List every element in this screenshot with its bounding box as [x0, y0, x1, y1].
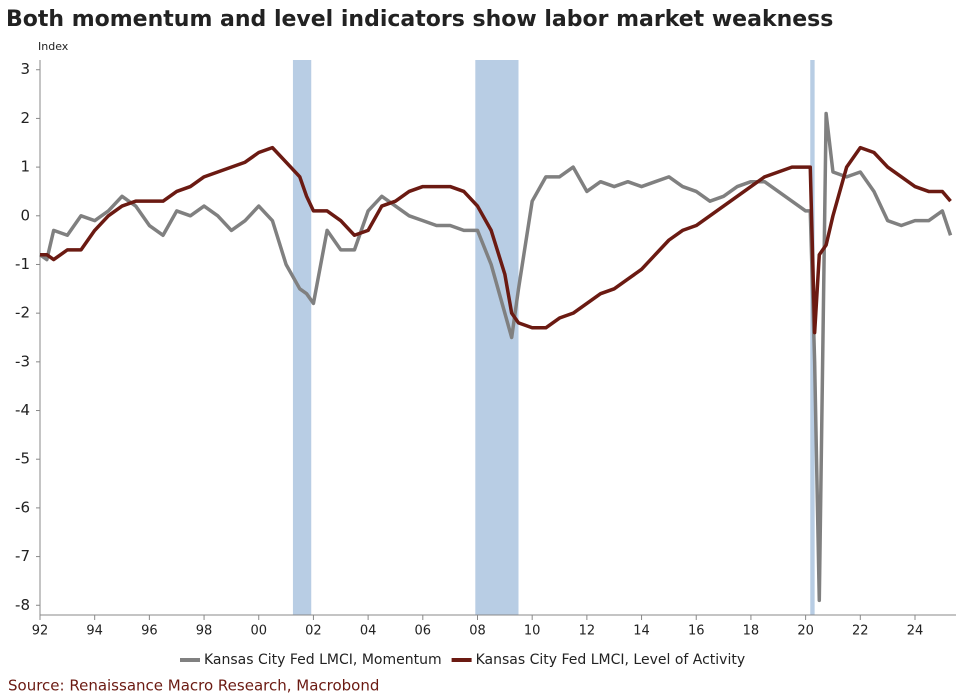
x-tick-label: 04 [360, 624, 377, 639]
legend-label: Kansas City Fed LMCI, Momentum [204, 652, 442, 668]
y-tick-label: 0 [20, 206, 30, 224]
y-tick-label: -7 [15, 547, 30, 565]
x-tick-label: 02 [305, 624, 322, 639]
x-tick-label: 98 [196, 624, 213, 639]
y-tick-label: 1 [20, 158, 30, 176]
x-tick-label: 00 [250, 624, 267, 639]
y-tick-label: -3 [15, 352, 30, 370]
chart-title: Both momentum and level indicators show … [6, 7, 833, 32]
y-tick-label: -6 [15, 498, 30, 516]
x-tick-label: 22 [852, 624, 869, 639]
x-tick-label: 10 [524, 624, 541, 639]
legend-label: Kansas City Fed LMCI, Level of Activity [476, 652, 746, 668]
y-tick-label: -2 [15, 304, 30, 322]
y-tick-label: 2 [20, 109, 30, 127]
x-tick-label: 06 [415, 624, 432, 639]
x-tick-label: 94 [86, 624, 103, 639]
y-tick-label: -8 [15, 596, 30, 614]
x-tick-label: 18 [743, 624, 760, 639]
y-tick-label: -4 [15, 401, 30, 419]
x-tick-label: 14 [633, 624, 650, 639]
x-tick-label: 12 [579, 624, 596, 639]
recession-shade [292, 60, 312, 615]
x-tick-label: 24 [907, 624, 924, 639]
source: Source: Renaissance Macro Research, Macr… [8, 677, 379, 695]
series-line [38, 111, 953, 603]
y-tick-label: -5 [15, 450, 30, 468]
y-axis-label: Index [38, 40, 69, 53]
y-tick-label: -1 [15, 255, 30, 273]
x-tick-label: 20 [797, 624, 814, 639]
y-tick-label: 3 [20, 60, 30, 78]
x-tick-label: 16 [688, 624, 705, 639]
x-tick-label: 92 [32, 624, 49, 639]
x-tick-label: 96 [141, 624, 158, 639]
x-tick-label: 08 [469, 624, 486, 639]
series-line [40, 145, 952, 335]
